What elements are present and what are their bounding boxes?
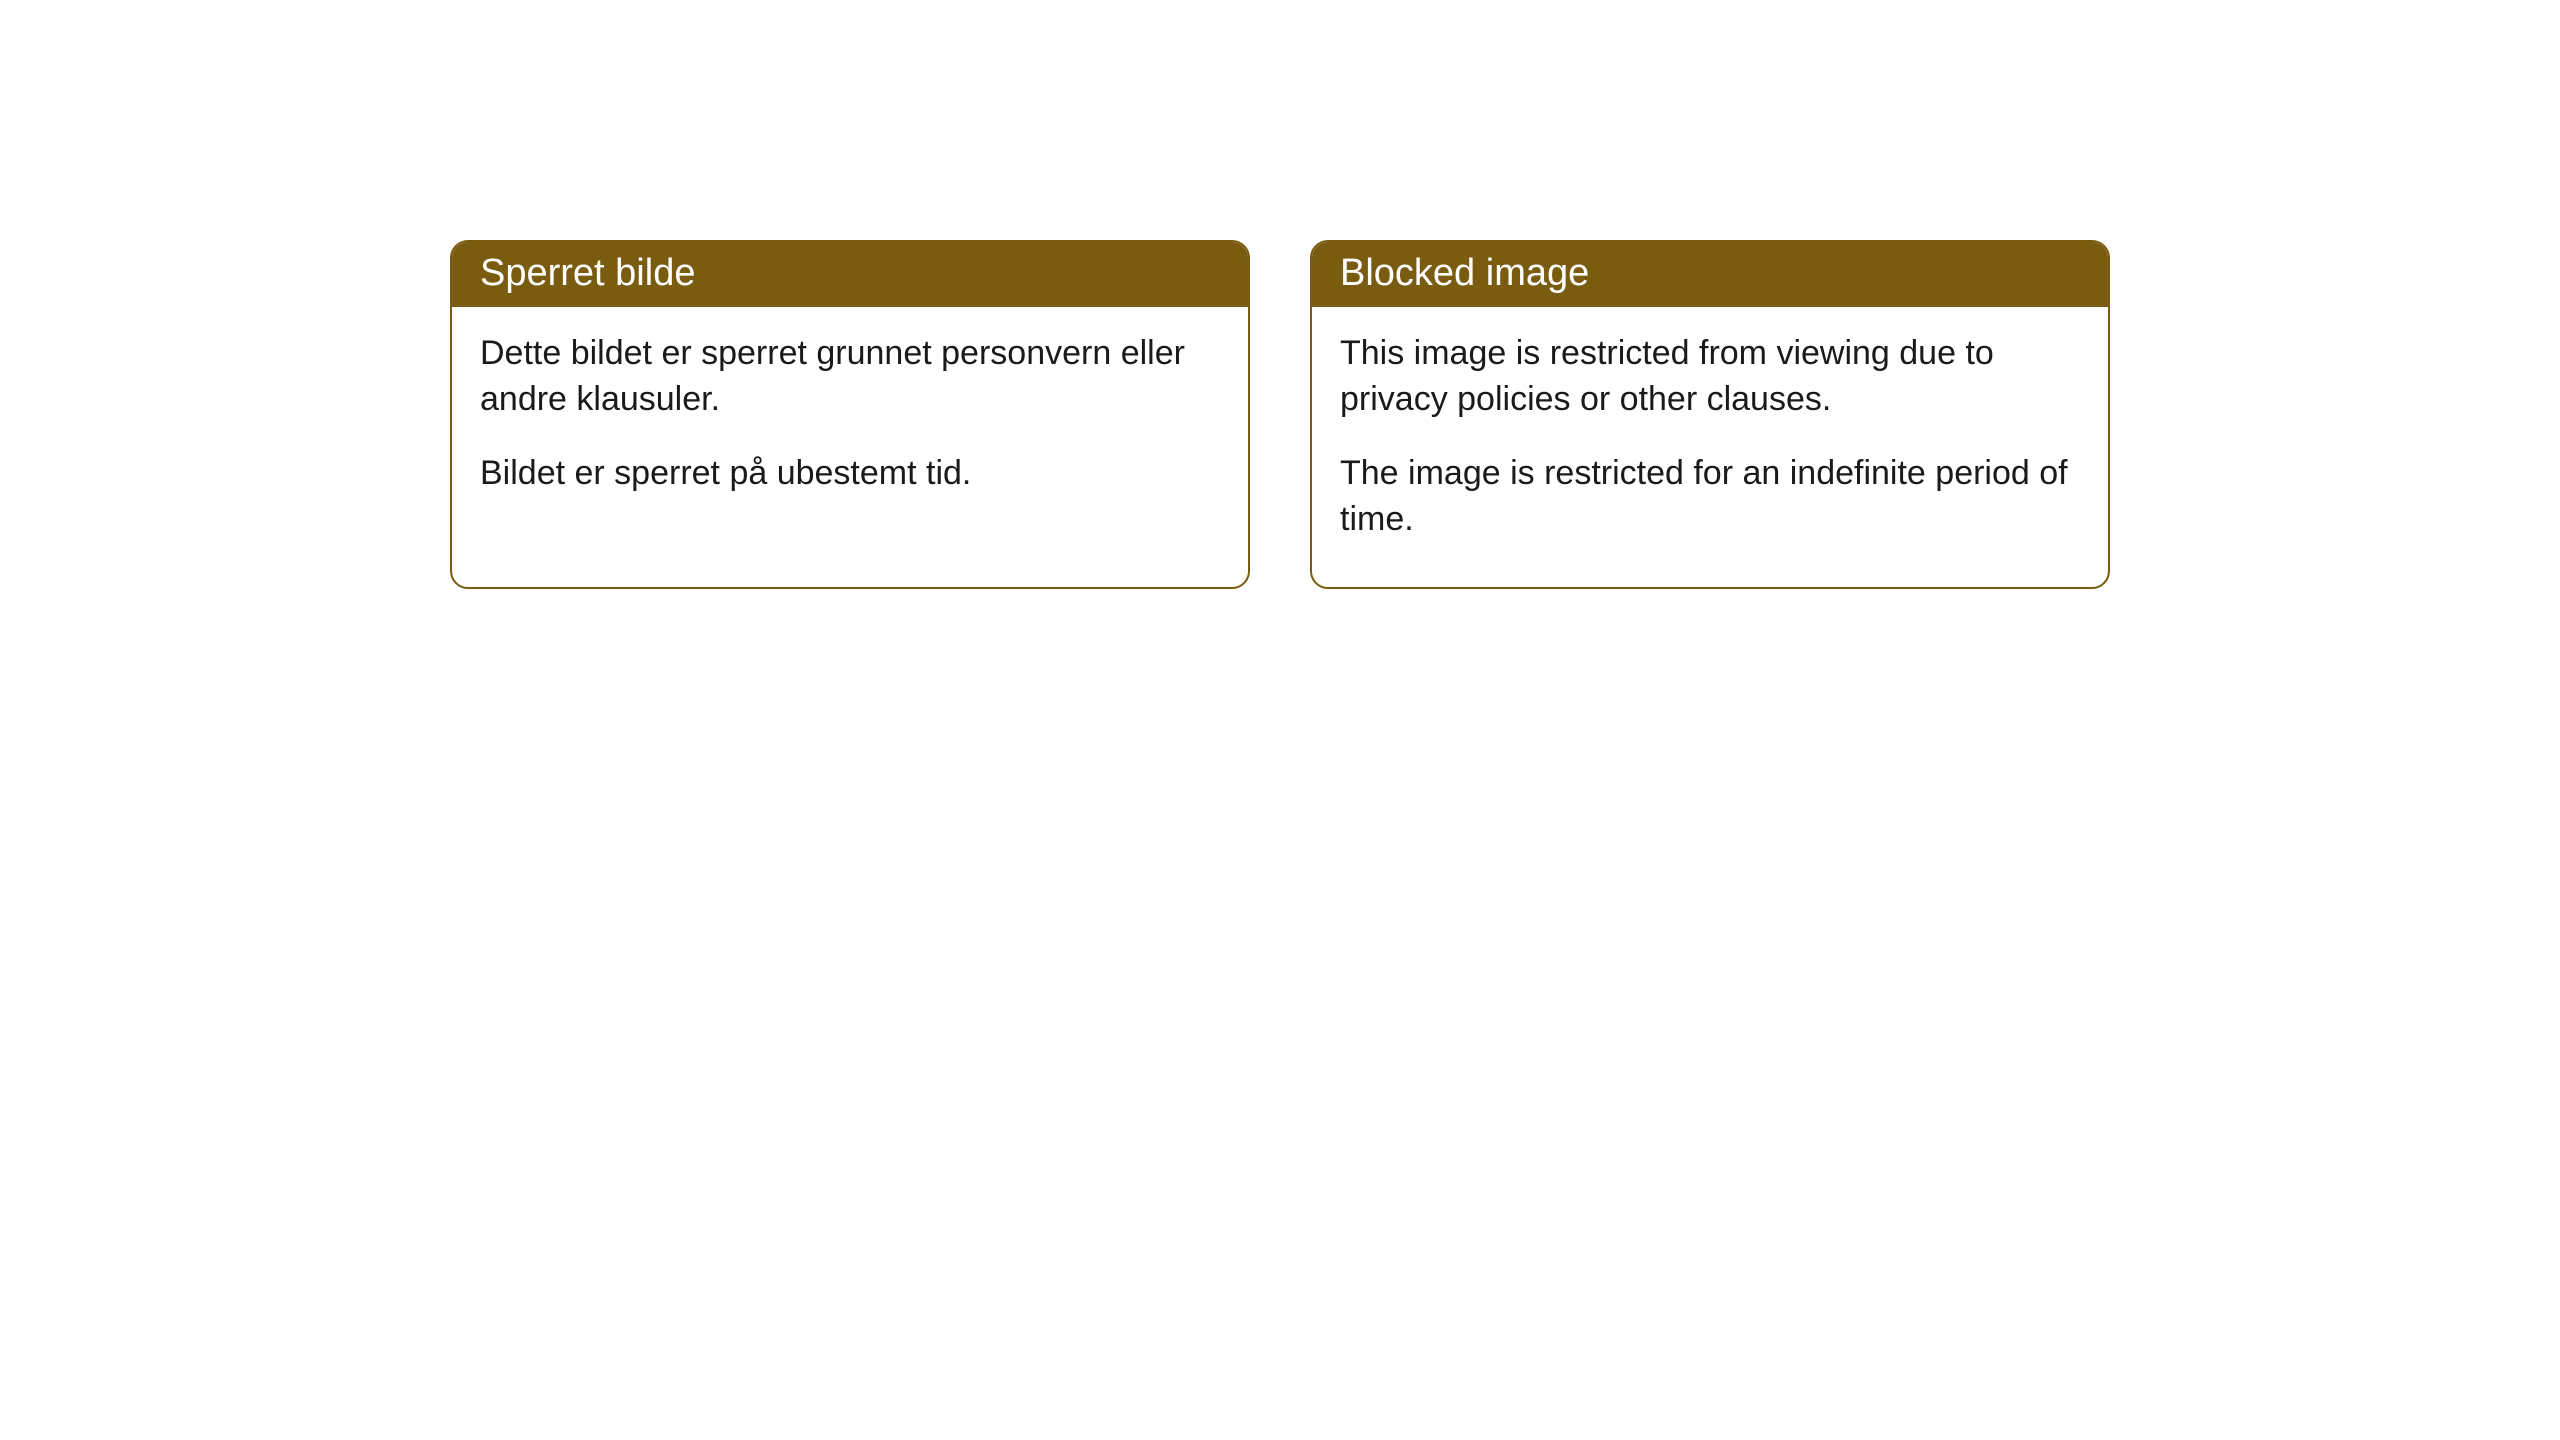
card-title-english: Blocked image	[1340, 252, 1589, 294]
notice-cards-container: Sperret bilde Dette bildet er sperret gr…	[450, 240, 2560, 589]
card-header-english: Blocked image	[1312, 242, 2108, 307]
card-body-norwegian: Dette bildet er sperret grunnet personve…	[452, 307, 1248, 541]
card-paragraph-english-1: This image is restricted from viewing du…	[1340, 331, 2080, 423]
notice-card-english: Blocked image This image is restricted f…	[1310, 240, 2110, 589]
card-header-norwegian: Sperret bilde	[452, 242, 1248, 307]
card-title-norwegian: Sperret bilde	[480, 252, 695, 294]
card-body-english: This image is restricted from viewing du…	[1312, 307, 2108, 587]
card-paragraph-english-2: The image is restricted for an indefinit…	[1340, 451, 2080, 543]
card-paragraph-norwegian-1: Dette bildet er sperret grunnet personve…	[480, 331, 1220, 423]
notice-card-norwegian: Sperret bilde Dette bildet er sperret gr…	[450, 240, 1250, 589]
card-paragraph-norwegian-2: Bildet er sperret på ubestemt tid.	[480, 451, 1220, 497]
